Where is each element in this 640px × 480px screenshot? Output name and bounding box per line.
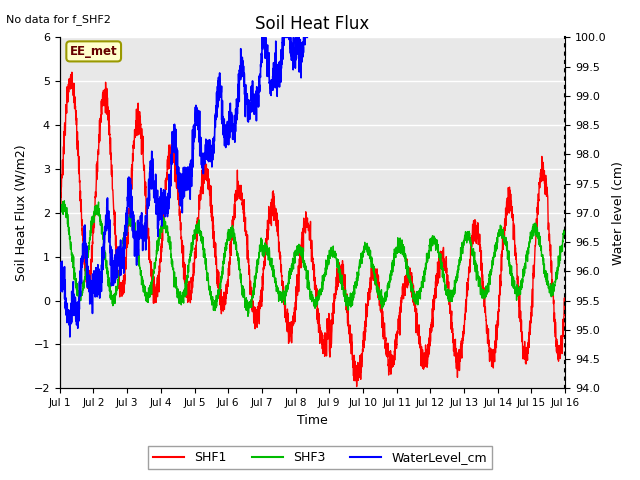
Text: No data for f_SHF2: No data for f_SHF2 — [6, 14, 111, 25]
Text: EE_met: EE_met — [70, 45, 118, 58]
Y-axis label: Water level (cm): Water level (cm) — [612, 161, 625, 265]
Title: Soil Heat Flux: Soil Heat Flux — [255, 15, 369, 33]
X-axis label: Time: Time — [297, 414, 328, 427]
Y-axis label: Soil Heat Flux (W/m2): Soil Heat Flux (W/m2) — [15, 144, 28, 281]
Legend: SHF1, SHF3, WaterLevel_cm: SHF1, SHF3, WaterLevel_cm — [148, 446, 492, 469]
